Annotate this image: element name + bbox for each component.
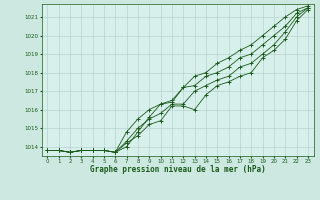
X-axis label: Graphe pression niveau de la mer (hPa): Graphe pression niveau de la mer (hPa) bbox=[90, 165, 266, 174]
